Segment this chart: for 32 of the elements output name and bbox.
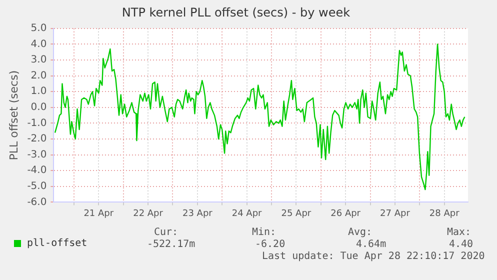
y-tick-label: 1.0 xyxy=(30,86,47,98)
y-tick-label: 2.0 xyxy=(30,70,47,82)
text: Min: xyxy=(252,227,276,238)
y-tick-label: -3.0 xyxy=(27,149,47,160)
x-tick-label: 25 Apr xyxy=(281,208,312,219)
legend-label: pll-offset xyxy=(27,238,88,249)
text: 4.64m xyxy=(356,239,386,250)
x-tick-label: 28 Apr xyxy=(429,208,460,219)
y-tick-label: -6.0 xyxy=(27,196,47,208)
y-tick-label: -2.0 xyxy=(27,134,47,145)
x-tick-label: 27 Apr xyxy=(380,208,410,219)
text: Avg: xyxy=(348,227,372,238)
text: -522.17m xyxy=(147,239,196,250)
y-tick-label: 0.0 xyxy=(30,102,47,113)
y-tick-label: -1.0 xyxy=(27,118,47,129)
y-tick-label: -4.0 xyxy=(27,165,47,176)
chart-title: NTP kernel PLL offset (secs) - by week xyxy=(122,5,350,20)
x-tick-label: 26 Apr xyxy=(330,208,361,219)
text: Cur: xyxy=(154,227,178,238)
text: 4.40 xyxy=(449,239,474,250)
text: -6.20 xyxy=(255,239,286,250)
y-axis-title: PLL offset (secs) xyxy=(7,70,20,160)
y-tick-label: 5.0 xyxy=(30,22,47,34)
y-tick-label: 4.0 xyxy=(30,38,47,50)
x-tick-label: 24 Apr xyxy=(232,208,262,219)
text: Max: xyxy=(447,227,472,238)
y-tick-label: -5.0 xyxy=(27,180,47,192)
x-tick-label: 21 Apr xyxy=(84,208,114,219)
y-tick-label: 3.0 xyxy=(30,54,47,66)
x-tick-label: 23 Apr xyxy=(182,208,213,219)
text: Last update: Tue Apr 28 22:10:17 2020 xyxy=(262,251,485,262)
x-tick-label: 22 Apr xyxy=(133,208,164,219)
